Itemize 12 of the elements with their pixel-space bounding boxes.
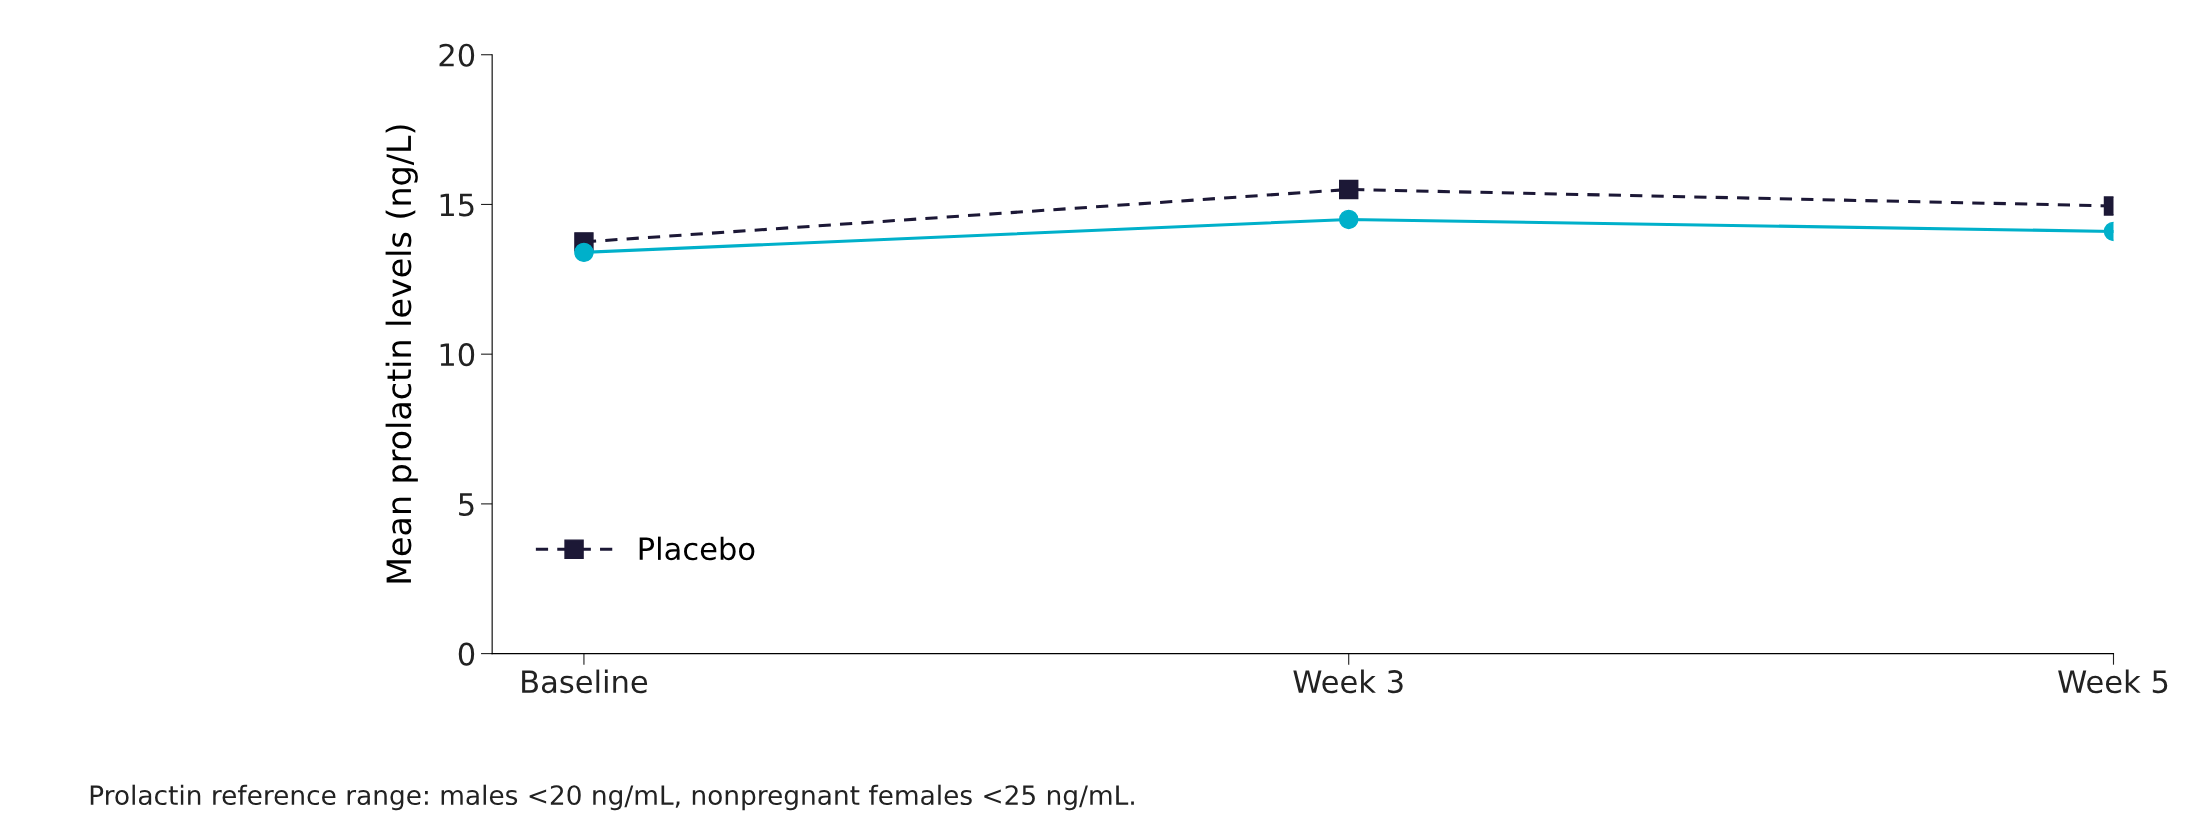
legend-label: Placebo: [639, 536, 755, 561]
y-tick-label: 5: [459, 493, 474, 516]
text: Prolactin reference range: males <20 ng/mL, nonpregnant females <25 ng/mL.: [90, 784, 1134, 811]
y-tick-label: 15: [440, 193, 474, 217]
y-axis-title: Mean prolactin levels (ng/L): [385, 125, 418, 583]
x-tick-label: Baseline: [522, 669, 648, 694]
y-tick-label: 10: [440, 343, 475, 367]
y-tick-label: 0: [458, 642, 475, 666]
y-tick-label: 20: [439, 43, 475, 67]
point: [574, 242, 594, 263]
x-tick-label: Week 3: [1293, 669, 1403, 694]
x-tick-label: Week 5: [2058, 669, 2168, 694]
